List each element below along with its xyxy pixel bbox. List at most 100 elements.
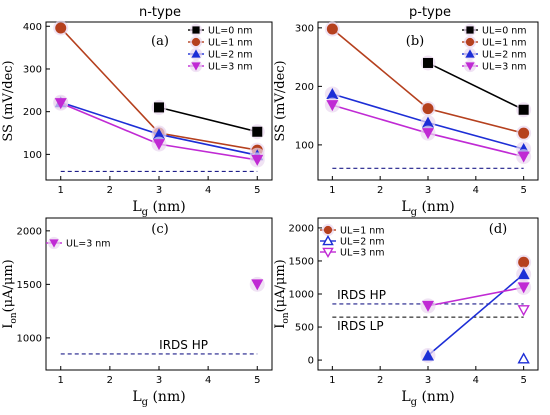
data-point <box>54 98 67 110</box>
y-tick-label: 200 <box>23 107 42 118</box>
y-axis-label-main: I <box>273 324 288 329</box>
legend-marker <box>465 49 475 58</box>
panel-b: 1 2 3 4 5 100 200 300 Lg (nm) SS (mV/dec) (b) UL=0 … <box>273 21 539 218</box>
x-axis-label: Lg (nm) <box>401 199 454 218</box>
x-axis-label-unit: (nm) <box>417 199 455 215</box>
legend-marker <box>192 26 200 34</box>
x-tick-label: 4 <box>205 375 211 386</box>
series-line <box>427 62 525 111</box>
legend-marker <box>466 26 474 34</box>
x-tick-label: 3 <box>425 375 431 386</box>
x-tick-label: 1 <box>58 185 64 196</box>
legend-marker <box>49 239 59 248</box>
y-axis-label-unit: (μA/μm) <box>1 259 16 312</box>
x-tick-label: 3 <box>156 375 162 386</box>
y-tick-label: 1500 <box>289 256 314 267</box>
legend-label: UL=3 nm <box>482 62 527 73</box>
x-tick-label: 4 <box>473 375 479 386</box>
x-tick-label: 3 <box>425 185 431 196</box>
y-tick-label: 1500 <box>17 280 42 291</box>
x-axis-label-unit: (nm) <box>148 199 186 215</box>
data-point <box>326 23 338 35</box>
y-axis-label-sub: on <box>9 312 19 323</box>
legend-marker <box>322 234 334 246</box>
y-tick-label: 400 <box>23 22 42 33</box>
data-point <box>517 268 530 280</box>
legend-marker <box>322 247 334 259</box>
x-axis-label-main: L <box>401 199 410 215</box>
legend-label: UL=3 nm <box>66 239 111 250</box>
data-point <box>55 22 67 34</box>
data-point <box>422 300 434 312</box>
x-tick-label: 3 <box>156 185 162 196</box>
y-tick-label: 100 <box>23 150 42 161</box>
data-point <box>422 349 434 361</box>
y-axis-label: Ion(μA/μm) <box>273 259 291 329</box>
x-axis-label-unit: (nm) <box>417 389 455 405</box>
panel-d: 1 2 3 4 5 0 500 1000 1500 2000 Lg (nm) Ion(μA/μm) (d… <box>273 217 539 408</box>
data-point <box>422 116 434 128</box>
x-tick-label: 2 <box>377 375 383 386</box>
panel-label-a: (a) <box>151 34 169 49</box>
data-point <box>153 139 165 151</box>
data-point-open <box>517 305 530 317</box>
x-tick-label: 5 <box>520 375 526 386</box>
x-tick-label: 5 <box>254 375 260 386</box>
y-axis-label-unit: (μA/μm) <box>273 259 288 312</box>
legend-label: UL=2 nm <box>482 50 527 61</box>
data-point <box>326 100 339 112</box>
legend-label: UL=3 nm <box>208 62 253 73</box>
x-tick-label: 1 <box>329 375 335 386</box>
legend-label: UL=0 nm <box>482 26 527 37</box>
y-axis-label: Ion(μA/μm) <box>1 259 19 329</box>
data-point <box>252 126 263 137</box>
data-point <box>422 128 434 140</box>
data-point <box>518 127 530 139</box>
x-tick-label: 5 <box>254 185 260 196</box>
x-tick-label: 1 <box>329 185 335 196</box>
data-point <box>251 154 264 166</box>
x-tick-label: 4 <box>205 185 211 196</box>
data-point <box>518 256 530 268</box>
legend-marker <box>191 37 201 47</box>
x-axis-label-sub: g <box>411 207 418 218</box>
reference-label: IRDS LP <box>337 319 383 333</box>
x-tick-label: 1 <box>58 375 64 386</box>
y-tick-label: 1000 <box>289 290 314 301</box>
y-tick-label: 300 <box>23 64 42 75</box>
y-tick-label: 100 <box>295 140 314 151</box>
data-point <box>326 87 339 99</box>
legend-label: UL=3 nm <box>340 248 385 259</box>
x-tick-label: 2 <box>107 375 113 386</box>
x-axis-label-unit: (nm) <box>148 389 186 405</box>
series-line <box>427 273 525 357</box>
legend-marker <box>191 62 201 71</box>
legend-label: UL=1 nm <box>208 38 253 49</box>
series-line <box>427 286 524 307</box>
data-point <box>154 102 164 113</box>
x-tick-label: 2 <box>377 185 383 196</box>
panel-label-b: (b) <box>406 34 424 49</box>
x-axis-label-sub: g <box>142 207 149 218</box>
x-tick-label: 4 <box>473 185 479 196</box>
y-tick-label: 500 <box>295 323 314 334</box>
y-axis-label-main: I <box>1 324 16 329</box>
reference-label: IRDS HP <box>337 288 386 302</box>
x-axis-label-sub: g <box>142 397 149 408</box>
y-tick-label: 300 <box>295 23 314 34</box>
title-n-type: n-type <box>139 5 181 20</box>
y-tick-label: 1000 <box>17 333 42 344</box>
x-axis-label-main: L <box>132 389 141 405</box>
x-axis-label-sub: g <box>411 397 418 408</box>
data-point <box>153 128 165 140</box>
reference-label: IRDS HP <box>159 338 208 352</box>
data-point <box>422 103 434 115</box>
y-tick-label: 2000 <box>289 223 314 234</box>
x-axis-label: Lg (nm) <box>401 389 454 408</box>
panel-c: 1 2 3 4 5 1000 1500 2000 Lg (nm) Ion(μA/μm) (c) IRD… <box>1 217 273 408</box>
panel-label-d: (d) <box>489 222 507 237</box>
y-tick-label: 0 <box>308 356 314 367</box>
y-tick-label: 2000 <box>17 226 42 237</box>
x-axis-label-main: L <box>132 199 141 215</box>
